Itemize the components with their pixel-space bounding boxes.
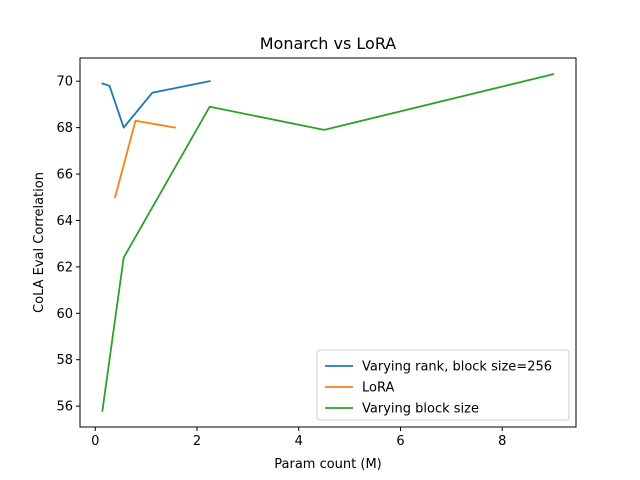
x-tick-label: 4 [295, 434, 303, 449]
x-axis-label: Param count (M) [274, 457, 382, 472]
x-tick-label: 8 [498, 434, 506, 449]
series-line-1 [113, 119, 177, 199]
y-axis-ticks: 56 58 60 62 64 66 68 70 [56, 75, 80, 415]
plot-frame [79, 57, 577, 428]
y-tick-label: 68 [56, 121, 73, 136]
x-axis-ticks: 0 2 4 6 8 [91, 427, 506, 449]
legend-box [316, 349, 570, 421]
y-tick-label: 60 [56, 307, 73, 322]
x-tick-label: 6 [396, 434, 404, 449]
chart-title: Monarch vs LoRA [260, 34, 397, 53]
legend-label-1: LoRA [362, 381, 394, 396]
x-tick-label: 2 [193, 434, 201, 449]
y-tick-label: 70 [56, 75, 73, 90]
series-line-0 [101, 80, 211, 129]
y-tick-label: 64 [56, 214, 73, 229]
series-line-2 [101, 73, 555, 412]
y-tick-label: 56 [56, 400, 73, 415]
y-tick-label: 62 [56, 260, 73, 275]
legend-label-2: Varying block size [362, 402, 479, 417]
series-layer [101, 73, 555, 412]
y-axis-label: CoLA Eval Correlation [32, 172, 47, 313]
y-tick-label: 66 [56, 168, 73, 183]
legend: Varying rank, block size=256 LoRA Varying … [316, 349, 570, 421]
legend-label-0: Varying rank, block size=256 [362, 360, 552, 375]
x-tick-label: 0 [91, 434, 99, 449]
y-tick-label: 58 [56, 353, 73, 368]
